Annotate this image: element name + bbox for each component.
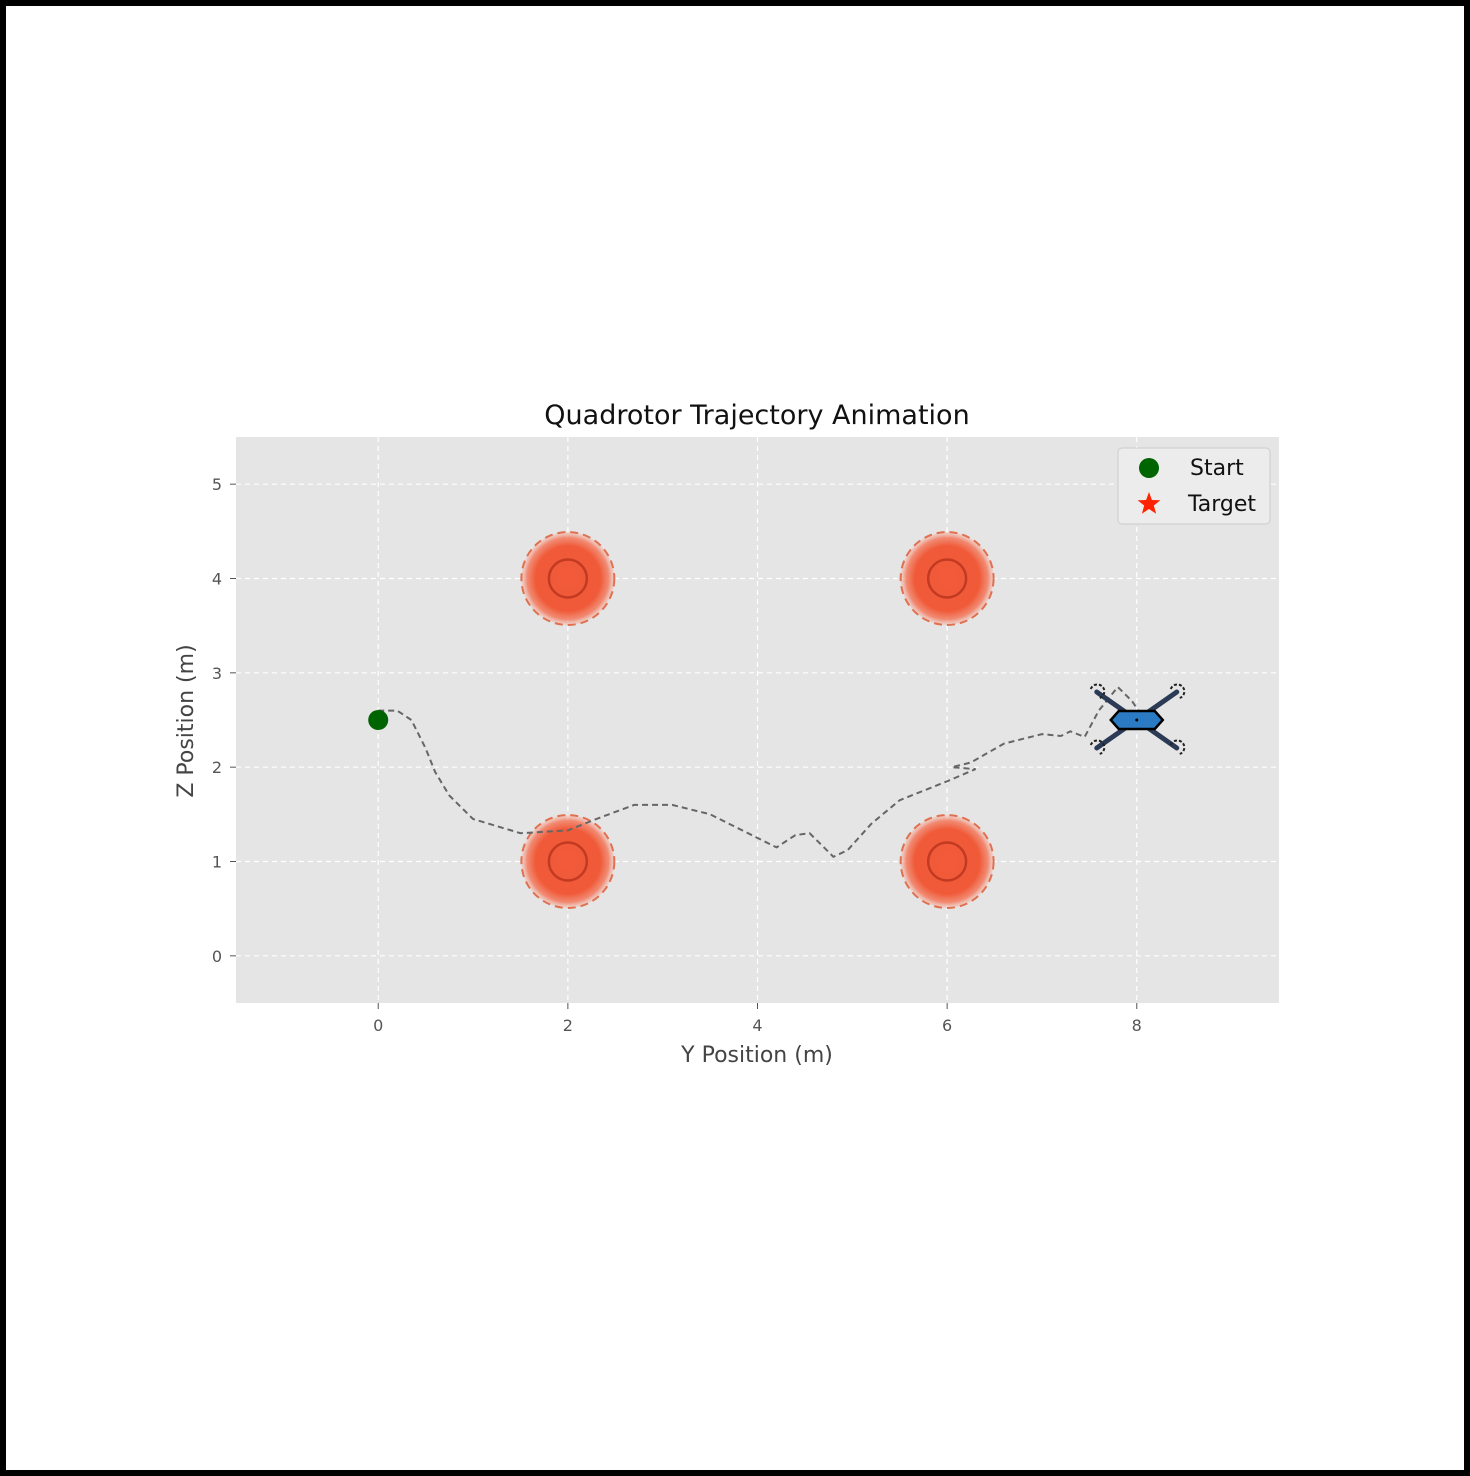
x-tick-label: 6 — [942, 1016, 952, 1035]
obstacle — [520, 531, 616, 626]
y-axis-ticks: 0 1 2 3 4 5 — [212, 475, 236, 966]
x-tick-label: 4 — [752, 1016, 762, 1035]
x-tick-label: 8 — [1132, 1016, 1142, 1035]
obstacle-core-ring — [547, 558, 589, 599]
x-axis-ticks: 0 2 4 6 8 — [373, 1003, 1142, 1035]
y-tick-label: 3 — [212, 664, 222, 683]
obstacles — [520, 531, 995, 909]
x-tick-label: 2 — [563, 1016, 573, 1035]
legend-target-label: Target — [1187, 492, 1256, 517]
obstacle-body — [521, 532, 615, 625]
x-axis-label: Y Position (m) — [680, 1043, 833, 1068]
obstacle-body — [900, 815, 994, 908]
obstacle — [520, 814, 616, 909]
start-point — [368, 710, 389, 730]
obstacle-safety-ring — [899, 531, 995, 626]
obstacle — [899, 531, 995, 626]
legend-target-marker — [1137, 492, 1161, 514]
obstacle-safety-ring — [520, 814, 616, 909]
legend-start-marker — [1139, 458, 1159, 478]
legend-start-label: Start — [1190, 456, 1244, 481]
chart-title: Quadrotor Trajectory Animation — [544, 400, 969, 431]
y-tick-label: 2 — [212, 758, 222, 777]
obstacle — [899, 814, 995, 909]
obstacle-core-ring — [926, 558, 968, 599]
obstacle-safety-ring — [520, 531, 616, 626]
y-tick-label: 1 — [212, 853, 222, 872]
y-tick-label: 0 — [212, 947, 222, 966]
legend: Start Target — [1117, 447, 1271, 525]
obstacle-core-ring — [926, 841, 968, 882]
quadrotor-center — [1135, 718, 1139, 722]
trajectory-line — [378, 685, 1143, 859]
obstacle-safety-ring — [899, 814, 995, 909]
obstacle-body — [900, 532, 994, 625]
obstacle-body — [521, 815, 615, 908]
quadrotor — [1089, 683, 1186, 755]
start-marker-dot — [368, 710, 389, 730]
y-tick-label: 4 — [212, 570, 222, 589]
obstacle-core-ring — [547, 841, 589, 882]
y-tick-label: 5 — [212, 475, 222, 494]
y-axis-label: Z Position (m) — [174, 644, 199, 797]
x-tick-label: 0 — [373, 1016, 383, 1035]
